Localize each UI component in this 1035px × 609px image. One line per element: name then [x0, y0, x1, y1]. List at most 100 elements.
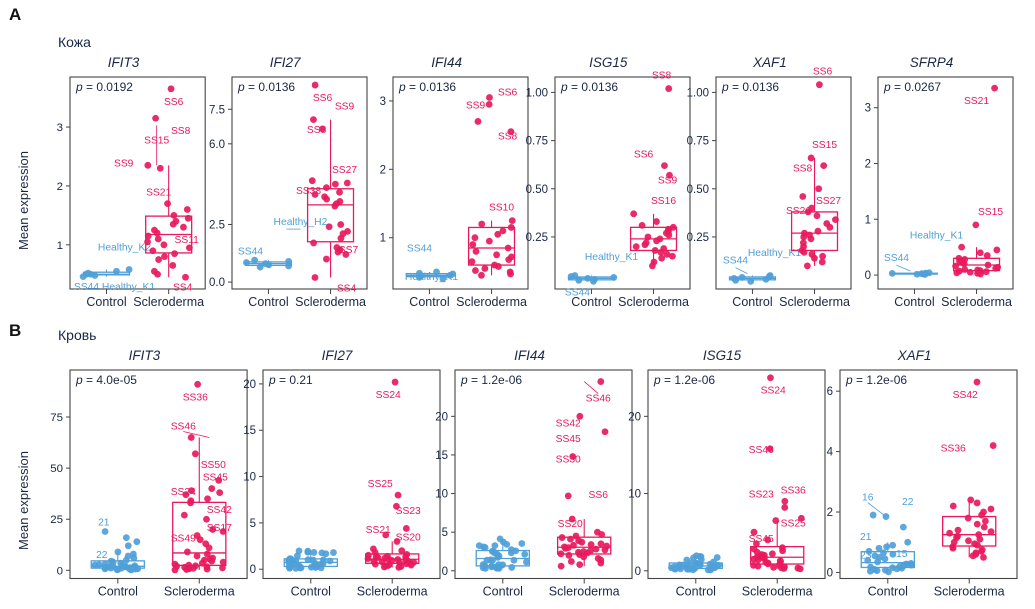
- svg-text:Control: Control: [86, 294, 126, 308]
- svg-text:Scleroderma: Scleroderma: [941, 295, 1012, 309]
- svg-text:SS36: SS36: [941, 443, 966, 454]
- svg-text:SS11: SS11: [174, 234, 199, 245]
- svg-text:1.00: 1.00: [687, 87, 709, 99]
- svg-text:SS23: SS23: [395, 506, 420, 517]
- svg-text:Healthy_K1: Healthy_K1: [910, 230, 964, 241]
- svg-text:SS49: SS49: [171, 533, 196, 544]
- svg-text:0: 0: [634, 566, 640, 578]
- svg-text:SS15: SS15: [978, 206, 1003, 217]
- svg-text:SS6: SS6: [634, 149, 654, 160]
- svg-text:25: 25: [50, 514, 63, 526]
- svg-text:Scleroderma: Scleroderma: [780, 295, 851, 309]
- svg-text:SS45: SS45: [748, 534, 773, 545]
- svg-text:15: 15: [896, 549, 908, 560]
- svg-text:SS24: SS24: [375, 390, 400, 401]
- svg-text:p = 4.0e-05: p = 4.0e-05: [75, 373, 137, 387]
- svg-text:20: 20: [435, 411, 448, 423]
- svg-text:1.00: 1.00: [525, 87, 547, 99]
- svg-text:2: 2: [827, 507, 833, 519]
- svg-text:Scleroderma: Scleroderma: [741, 584, 812, 598]
- svg-text:SS38: SS38: [296, 186, 321, 197]
- svg-text:SS9: SS9: [466, 100, 486, 111]
- svg-text:15: 15: [435, 450, 448, 462]
- svg-text:Scleroderma: Scleroderma: [356, 584, 427, 598]
- svg-text:2: 2: [380, 164, 386, 176]
- svg-text:SS45: SS45: [556, 434, 581, 445]
- svg-text:SS23: SS23: [748, 489, 773, 500]
- svg-text:SS42: SS42: [556, 418, 581, 429]
- svg-text:0: 0: [442, 566, 448, 578]
- svg-text:SS25: SS25: [780, 518, 805, 529]
- svg-text:Control: Control: [248, 295, 288, 309]
- svg-text:Scleroderma: Scleroderma: [456, 295, 527, 309]
- svg-text:SS6: SS6: [312, 93, 332, 104]
- svg-text:15: 15: [243, 425, 256, 437]
- svg-text:SS50: SS50: [201, 460, 226, 471]
- svg-text:p = 0.0136: p = 0.0136: [721, 80, 779, 94]
- svg-text:SS20: SS20: [558, 519, 583, 530]
- svg-text:23: 23: [860, 550, 872, 561]
- svg-text:0.25: 0.25: [525, 231, 547, 243]
- svg-text:22: 22: [902, 497, 914, 508]
- svg-text:SS42: SS42: [953, 390, 978, 401]
- svg-text:SS21: SS21: [146, 187, 171, 198]
- svg-text:SS9: SS9: [658, 175, 678, 186]
- svg-text:Healthy_K1: Healthy_K1: [102, 282, 155, 293]
- svg-text:p = 0.21: p = 0.21: [268, 373, 313, 387]
- svg-text:SS21: SS21: [964, 96, 989, 107]
- svg-text:22: 22: [96, 550, 108, 561]
- svg-text:SS6: SS6: [164, 96, 184, 107]
- svg-text:1: 1: [865, 214, 871, 226]
- svg-text:SS16: SS16: [651, 195, 676, 206]
- svg-text:SS10: SS10: [489, 202, 514, 213]
- svg-text:SS20: SS20: [395, 532, 420, 543]
- svg-text:SS4: SS4: [336, 283, 356, 294]
- svg-text:SS27: SS27: [816, 195, 841, 206]
- svg-text:SS27: SS27: [332, 165, 357, 176]
- svg-text:SS9: SS9: [334, 101, 354, 112]
- svg-text:SS4: SS4: [173, 282, 193, 293]
- svg-text:SS44: SS44: [237, 246, 262, 257]
- svg-text:SS8: SS8: [171, 126, 191, 137]
- svg-text:SS8: SS8: [652, 70, 672, 81]
- svg-text:16: 16: [862, 492, 874, 503]
- svg-text:p = 1.2e-06: p = 1.2e-06: [845, 373, 907, 387]
- svg-text:3: 3: [56, 122, 62, 134]
- svg-text:p = 1.2e-06: p = 1.2e-06: [460, 373, 522, 387]
- svg-text:SS21: SS21: [365, 525, 390, 536]
- svg-text:SS46: SS46: [586, 393, 611, 404]
- svg-text:0: 0: [827, 567, 833, 579]
- svg-text:p = 0.0136: p = 0.0136: [237, 80, 295, 94]
- svg-text:Control: Control: [483, 584, 523, 598]
- svg-text:SS6: SS6: [588, 490, 608, 501]
- svg-text:75: 75: [50, 412, 63, 424]
- svg-text:0: 0: [249, 564, 255, 576]
- svg-text:20: 20: [628, 411, 641, 423]
- svg-text:0.75: 0.75: [687, 135, 709, 147]
- svg-text:5: 5: [249, 518, 255, 530]
- svg-text:0.25: 0.25: [687, 231, 709, 243]
- svg-text:10: 10: [243, 471, 256, 483]
- svg-text:0.50: 0.50: [525, 183, 547, 195]
- svg-text:Control: Control: [894, 295, 934, 309]
- svg-text:Scleroderma: Scleroderma: [133, 294, 204, 308]
- svg-text:50: 50: [50, 463, 63, 475]
- svg-text:3: 3: [865, 102, 871, 114]
- svg-text:Healthy_K1: Healthy_K1: [585, 251, 639, 262]
- svg-text:2: 2: [56, 180, 62, 192]
- svg-text:Healthy_K1: Healthy_K1: [748, 248, 802, 259]
- svg-text:SS8: SS8: [306, 124, 326, 135]
- svg-text:1: 1: [380, 232, 386, 244]
- svg-text:Control: Control: [868, 584, 908, 598]
- svg-text:Scleroderma: Scleroderma: [618, 295, 689, 309]
- svg-text:Healthy_H2: Healthy_H2: [273, 217, 327, 228]
- svg-text:1: 1: [56, 239, 62, 251]
- svg-text:Healthy_K1: Healthy_K1: [405, 272, 459, 283]
- svg-text:SS24: SS24: [171, 487, 196, 498]
- svg-text:p = 0.0136: p = 0.0136: [560, 80, 618, 94]
- svg-text:10: 10: [628, 488, 641, 500]
- svg-text:Scleroderma: Scleroderma: [295, 295, 366, 309]
- svg-text:21: 21: [98, 517, 110, 528]
- svg-text:p = 0.0136: p = 0.0136: [398, 80, 456, 94]
- svg-text:SS26: SS26: [786, 206, 811, 217]
